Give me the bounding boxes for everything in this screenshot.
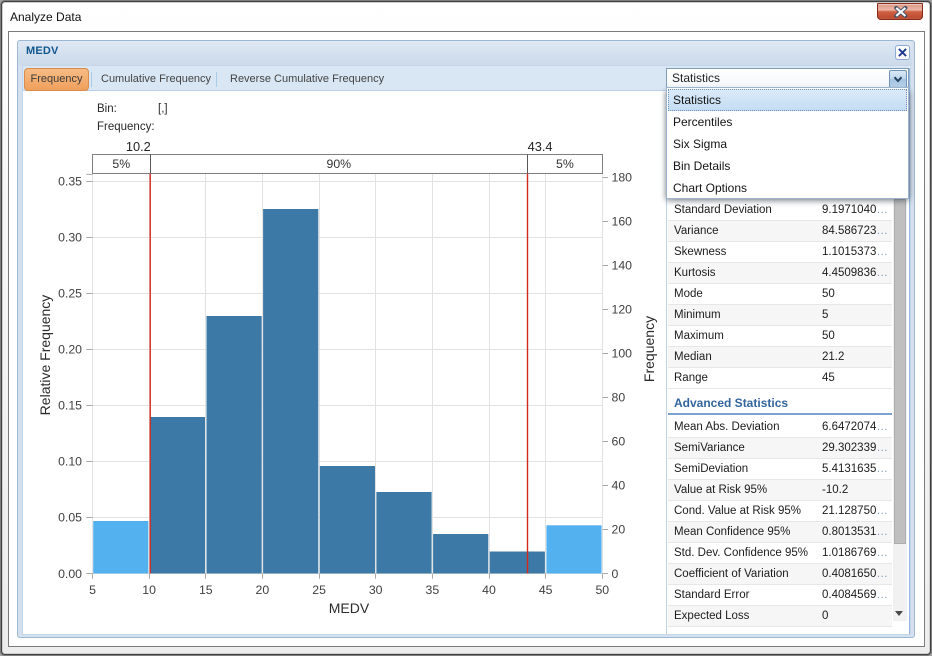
svg-text:180: 180	[612, 170, 633, 184]
svg-text:140: 140	[612, 258, 633, 272]
svg-text:160: 160	[612, 214, 633, 228]
svg-text:40: 40	[482, 583, 496, 597]
svg-text:0.10: 0.10	[58, 455, 82, 469]
svg-text:50: 50	[595, 583, 609, 597]
svg-text:Bin:: Bin:	[97, 103, 117, 115]
svg-text:43.4: 43.4	[528, 139, 553, 154]
svg-text:Relative Frequency: Relative Frequency	[37, 295, 53, 416]
svg-text:0.35: 0.35	[58, 174, 82, 188]
svg-text:80: 80	[612, 391, 626, 405]
svg-text:45: 45	[539, 583, 553, 597]
svg-text:90%: 90%	[326, 157, 351, 171]
svg-text:0.30: 0.30	[58, 230, 82, 244]
svg-text:5%: 5%	[556, 157, 574, 171]
svg-text:MEDV: MEDV	[329, 600, 370, 616]
svg-text:100: 100	[612, 347, 633, 361]
svg-text:0.15: 0.15	[58, 399, 82, 413]
svg-text:[,]: [,]	[158, 103, 168, 115]
svg-text:10.2: 10.2	[126, 139, 151, 154]
svg-text:5%: 5%	[112, 157, 130, 171]
svg-text:0.00: 0.00	[58, 567, 82, 581]
svg-text:35: 35	[426, 583, 440, 597]
svg-text:20: 20	[256, 583, 270, 597]
svg-text:Frequency:: Frequency:	[97, 121, 155, 133]
svg-text:0.20: 0.20	[58, 343, 82, 357]
svg-text:Frequency: Frequency	[641, 316, 657, 382]
svg-text:5: 5	[89, 583, 96, 597]
svg-text:20: 20	[612, 523, 626, 537]
svg-text:40: 40	[612, 479, 626, 493]
svg-text:15: 15	[199, 583, 213, 597]
svg-text:60: 60	[612, 435, 626, 449]
svg-text:10: 10	[142, 583, 156, 597]
svg-text:120: 120	[612, 303, 633, 317]
svg-text:25: 25	[312, 583, 326, 597]
svg-text:0.25: 0.25	[58, 286, 82, 300]
svg-text:0: 0	[612, 567, 619, 581]
svg-text:0.05: 0.05	[58, 511, 82, 525]
svg-text:30: 30	[369, 583, 383, 597]
